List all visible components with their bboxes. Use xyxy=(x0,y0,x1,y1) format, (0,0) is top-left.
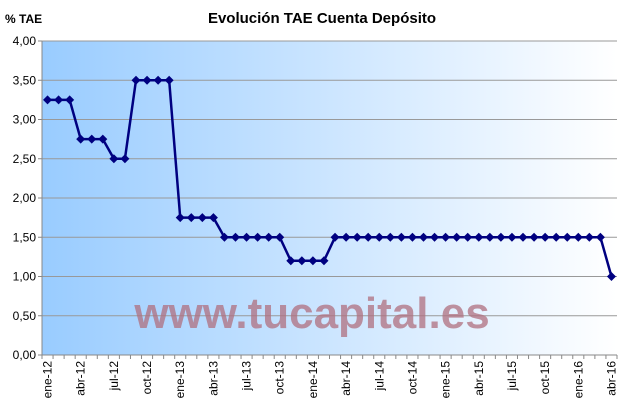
x-tick-label: ene-16 xyxy=(571,361,585,399)
marker xyxy=(219,232,229,242)
marker xyxy=(275,232,285,242)
marker xyxy=(407,232,417,242)
marker xyxy=(606,272,616,281)
marker xyxy=(253,232,263,242)
marker xyxy=(418,232,428,242)
y-axis-title: % TAE xyxy=(5,12,42,26)
marker xyxy=(175,213,185,223)
marker xyxy=(573,232,583,242)
marker xyxy=(87,134,97,144)
x-tick-label: jul-12 xyxy=(107,361,121,392)
marker xyxy=(242,232,252,242)
marker xyxy=(286,256,296,266)
y-tick-label: 0,00 xyxy=(13,348,37,362)
x-tick-label: ene-12 xyxy=(41,361,55,399)
y-tick-label: 3,50 xyxy=(13,73,37,87)
marker xyxy=(441,232,451,242)
marker xyxy=(529,232,539,242)
x-tick-label: oct-14 xyxy=(405,361,419,395)
marker xyxy=(54,95,64,105)
marker xyxy=(186,213,196,223)
x-tick-label: ene-15 xyxy=(439,361,453,399)
marker xyxy=(297,256,307,266)
marker xyxy=(551,232,561,242)
x-tick-label: oct-15 xyxy=(538,361,552,395)
marker xyxy=(385,232,395,242)
marker xyxy=(584,232,594,242)
x-tick-label: jul-13 xyxy=(240,361,254,392)
marker xyxy=(264,232,274,242)
y-tick-label: 4,00 xyxy=(13,34,37,48)
marker xyxy=(231,232,241,242)
marker xyxy=(120,154,130,164)
marker xyxy=(352,232,362,242)
marker xyxy=(452,232,462,242)
marker xyxy=(374,232,384,242)
marker xyxy=(341,232,351,242)
y-tick-label: 2,50 xyxy=(13,152,37,166)
marker xyxy=(540,232,550,242)
x-tick-label: oct-12 xyxy=(140,361,154,395)
marker xyxy=(430,232,440,242)
marker xyxy=(164,75,174,85)
chart-title: Evolución TAE Cuenta Depósito xyxy=(208,10,436,27)
marker xyxy=(485,232,495,242)
x-tick-label: abr-16 xyxy=(604,361,618,396)
x-tick-label: jul-14 xyxy=(372,361,386,392)
marker xyxy=(208,213,218,223)
marker xyxy=(518,232,528,242)
x-tick-label: ene-14 xyxy=(306,361,320,399)
x-tick-label: jul-15 xyxy=(505,361,519,392)
marker xyxy=(507,232,517,242)
marker xyxy=(330,232,340,242)
marker xyxy=(463,232,473,242)
y-tick-label: 1,00 xyxy=(13,270,37,284)
y-tick-label: 3,00 xyxy=(13,113,37,127)
x-tick-label: abr-12 xyxy=(74,361,88,396)
watermark: www.tucapital.es xyxy=(133,289,489,338)
marker xyxy=(496,232,506,242)
y-tick-label: 1,50 xyxy=(13,230,37,244)
marker xyxy=(142,75,152,85)
marker xyxy=(98,134,108,144)
x-tick-label: ene-13 xyxy=(173,361,187,399)
marker xyxy=(319,256,329,266)
marker xyxy=(43,95,53,105)
x-tick-label: oct-13 xyxy=(273,361,287,395)
marker xyxy=(153,75,163,85)
marker xyxy=(595,232,605,242)
marker xyxy=(396,232,406,242)
line xyxy=(47,79,613,277)
marker xyxy=(562,232,572,242)
marker xyxy=(76,134,86,144)
marker xyxy=(308,256,318,266)
marker xyxy=(474,232,484,242)
marker xyxy=(109,154,119,164)
marker xyxy=(363,232,373,242)
x-tick-label: abr-13 xyxy=(206,361,220,396)
marker xyxy=(197,213,207,223)
y-tick-label: 0,50 xyxy=(13,309,37,323)
marker xyxy=(65,95,75,105)
x-tick-label: abr-15 xyxy=(472,361,486,396)
x-tick-label: abr-14 xyxy=(339,361,353,396)
y-tick-label: 2,00 xyxy=(13,191,37,205)
marker xyxy=(131,75,141,85)
